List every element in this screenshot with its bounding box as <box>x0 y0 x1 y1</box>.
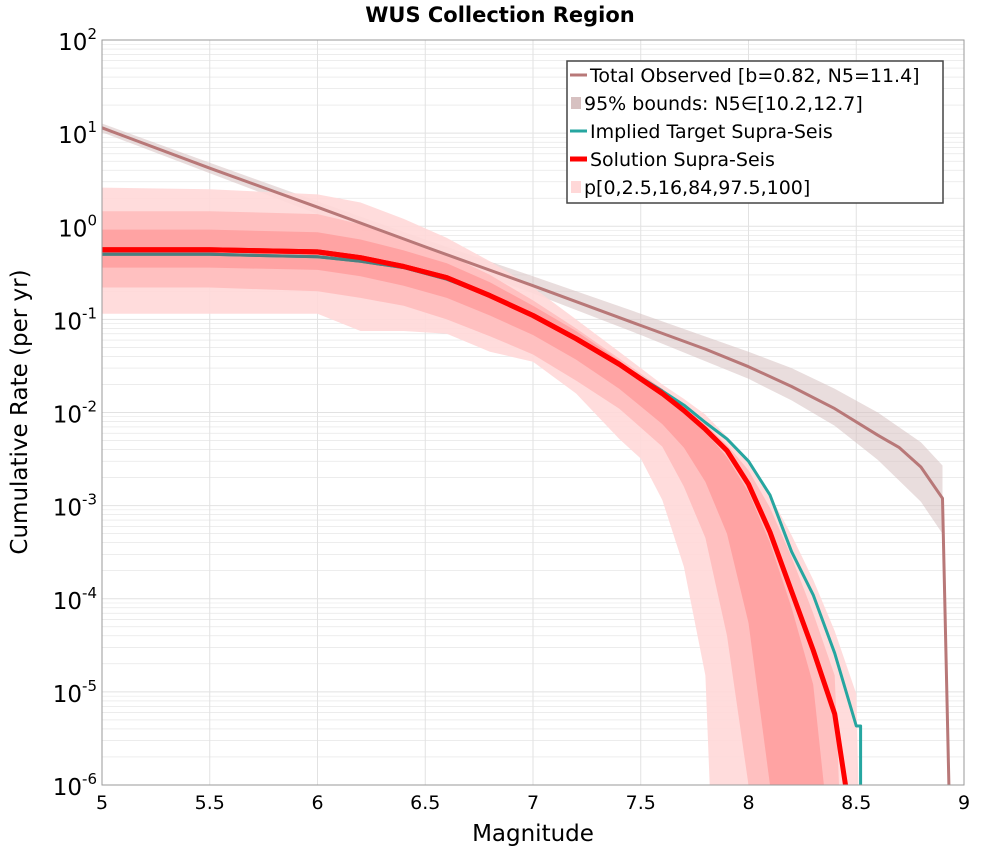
y-tick-base: 10 <box>53 589 82 615</box>
y-tick-label: 10-3 <box>53 491 97 522</box>
y-tick-exponent: 0 <box>87 211 97 229</box>
y-tick-exponent: -3 <box>82 491 97 509</box>
y-tick-label: 102 <box>58 25 97 56</box>
x-tick-label: 5.5 <box>195 792 225 814</box>
x-axis-label: Magnitude <box>472 821 594 847</box>
x-tick-label: 8.5 <box>841 792 871 814</box>
legend-label: p[0,2.5,16,84,97.5,100] <box>584 177 810 199</box>
y-tick-exponent: -4 <box>82 584 97 602</box>
legend-label: Solution Supra-Seis <box>590 149 775 171</box>
y-tick-label: 10-2 <box>53 398 97 429</box>
line-solution-upper <box>102 247 664 396</box>
y-tick-exponent: 2 <box>87 25 97 43</box>
x-tick-label: 7 <box>527 792 539 814</box>
y-tick-label: 100 <box>58 211 97 242</box>
y-tick-exponent: -5 <box>82 677 97 695</box>
legend: Total Observed [b=0.82, N5=11.4] 95% boun… <box>566 60 944 204</box>
y-tick-base: 10 <box>58 30 87 56</box>
y-tick-base: 10 <box>53 403 82 429</box>
chart-title: WUS Collection Region <box>365 3 635 27</box>
x-tick-label: 8 <box>742 792 754 814</box>
x-tick-label: 5 <box>96 792 108 814</box>
x-tick-label: 7.5 <box>626 792 656 814</box>
y-tick-label: 101 <box>58 118 97 149</box>
y-tick-base: 10 <box>53 309 82 335</box>
x-tick-label: 9 <box>958 792 970 814</box>
y-axis-label: Cumulative Rate (per yr) <box>7 269 33 554</box>
x-tick-label: 6.5 <box>410 792 440 814</box>
series-lines <box>101 126 951 786</box>
legend-label: Total Observed [b=0.82, N5=11.4] <box>589 65 920 87</box>
line-total-observed <box>101 126 951 786</box>
y-tick-exponent: -6 <box>82 770 97 788</box>
x-tick-labels: 5 5.5 6 6.5 7 7.5 8 8.5 9 <box>96 792 970 814</box>
y-tick-base: 10 <box>58 216 87 242</box>
y-tick-exponent: -2 <box>82 398 97 416</box>
y-tick-base: 10 <box>53 496 82 522</box>
legend-label: 95% bounds: N5∈[10.2,12.7] <box>584 93 863 115</box>
legend-box <box>566 60 944 204</box>
legend-swatch <box>571 97 581 109</box>
legend-label: Implied Target Supra-Seis <box>590 121 833 143</box>
y-tick-label: 10-5 <box>53 677 97 708</box>
y-tick-base: 10 <box>53 682 82 708</box>
y-tick-label: 10-1 <box>53 304 97 335</box>
y-tick-base: 10 <box>58 123 87 149</box>
y-tick-base: 10 <box>53 775 82 801</box>
y-tick-label: 10-6 <box>53 770 97 801</box>
y-tick-label: 10-4 <box>53 584 97 615</box>
y-tick-exponent: 1 <box>87 118 97 136</box>
x-tick-label: 6 <box>311 792 323 814</box>
y-tick-exponent: -1 <box>82 304 97 322</box>
plot-frame <box>101 39 965 786</box>
legend-swatch <box>571 181 581 193</box>
